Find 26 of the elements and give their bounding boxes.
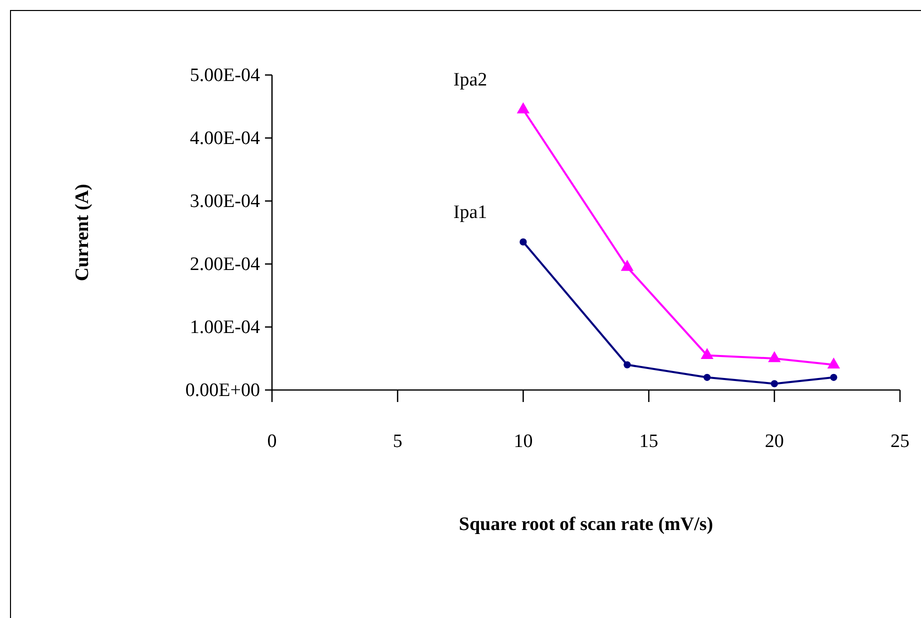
y-tick-label: 3.00E-04 xyxy=(190,191,260,212)
y-tick-label: 2.00E-04 xyxy=(190,254,260,276)
point xyxy=(520,238,527,246)
series-label: Ipa2 xyxy=(453,70,488,91)
point xyxy=(620,260,634,271)
point xyxy=(770,380,778,388)
point xyxy=(700,348,714,360)
x-tick-label: 10 xyxy=(514,430,533,452)
y-tick-label: 5.00E-04 xyxy=(190,65,260,86)
series-label: Ipa1 xyxy=(453,202,488,223)
y-axis-title: Current (A) xyxy=(72,184,93,282)
x-tick-label: 25 xyxy=(890,430,910,452)
point xyxy=(827,357,840,368)
x-tick-label: 20 xyxy=(764,430,784,452)
y-tick-label: 1.00E-04 xyxy=(190,317,260,338)
x-tick-label: 5 xyxy=(392,430,402,452)
x-tick-label: 0 xyxy=(267,430,277,452)
point xyxy=(516,102,530,114)
point xyxy=(768,351,781,362)
point xyxy=(624,361,631,368)
x-axis-title: Square root of scan rate (mV/s) xyxy=(458,514,714,535)
y-tick-label: 4.00E-04 xyxy=(190,128,260,150)
point xyxy=(830,374,838,381)
point xyxy=(704,374,711,381)
y-tick-label: 0.00E+00 xyxy=(185,380,260,402)
x-tick-label: 15 xyxy=(639,430,658,452)
